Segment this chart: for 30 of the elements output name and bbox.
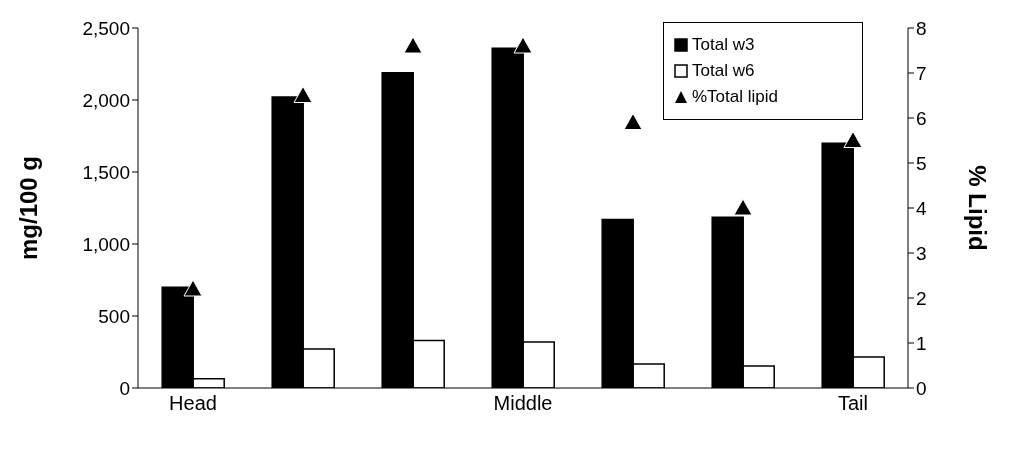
y2-axis-title: % Lipid	[964, 165, 992, 251]
point	[733, 198, 753, 216]
y2-tick-label: 6	[916, 107, 927, 129]
y2-tick-label: 3	[916, 242, 927, 264]
y2-tick-label: 1	[916, 332, 927, 354]
y-tick-label: 2,500	[82, 17, 130, 39]
y2-tick-label: 0	[916, 377, 927, 399]
x-tick-label: Tail	[837, 392, 869, 415]
x-tick-label: Middle	[493, 392, 553, 415]
point	[183, 279, 203, 297]
x-tick-label: Head	[169, 392, 217, 415]
y-axis-title: mg/100 g	[14, 155, 42, 261]
y2-tick-label: 4	[916, 197, 927, 219]
y2-tick-label: 2	[916, 287, 927, 309]
point	[623, 113, 643, 130]
point	[843, 131, 863, 148]
y2-tick-label: 8	[916, 17, 927, 39]
y-tick-label: 0	[119, 377, 130, 399]
y-tick-label: 2,000	[82, 89, 130, 111]
y-tick-label: 500	[98, 305, 130, 327]
legend-label: %Total lipid	[692, 87, 778, 107]
y2-tick-label: 5	[916, 152, 927, 174]
y-tick-label: 1,500	[82, 161, 130, 183]
legend-label: Total w6	[692, 61, 755, 81]
point	[513, 36, 533, 54]
legend-label: Total w3	[692, 35, 755, 55]
point	[403, 36, 423, 54]
point	[293, 86, 313, 103]
y2-tick-label: 7	[916, 62, 927, 84]
y-tick-label: 1,000	[82, 233, 130, 255]
